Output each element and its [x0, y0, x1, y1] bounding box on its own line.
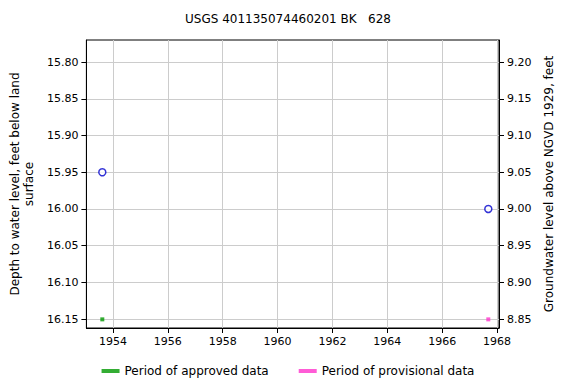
- svg-text:8.85: 8.85: [507, 313, 532, 326]
- svg-text:15.85: 15.85: [47, 92, 79, 105]
- svg-text:surface: surface: [22, 162, 36, 206]
- svg-text:9.20: 9.20: [507, 56, 532, 69]
- svg-text:USGS 401135074460201 BK 628: USGS 401135074460201 BK 628: [185, 12, 391, 26]
- svg-text:1968: 1968: [483, 335, 511, 348]
- svg-text:9.00: 9.00: [507, 202, 532, 215]
- svg-text:Depth to water level, feet bel: Depth to water level, feet below land: [8, 72, 22, 295]
- svg-text:8.90: 8.90: [507, 276, 532, 289]
- svg-text:1964: 1964: [373, 335, 401, 348]
- svg-text:16.00: 16.00: [47, 202, 79, 215]
- svg-text:8.95: 8.95: [507, 239, 532, 252]
- svg-text:9.15: 9.15: [507, 92, 532, 105]
- svg-text:15.80: 15.80: [47, 56, 79, 69]
- svg-text:1958: 1958: [209, 335, 237, 348]
- svg-text:9.10: 9.10: [507, 129, 532, 142]
- svg-text:Period of approved data: Period of approved data: [125, 364, 269, 378]
- svg-text:16.10: 16.10: [47, 276, 79, 289]
- svg-text:16.15: 16.15: [47, 313, 79, 326]
- svg-text:1956: 1956: [154, 335, 182, 348]
- svg-text:1966: 1966: [428, 335, 456, 348]
- svg-text:1962: 1962: [318, 335, 346, 348]
- svg-text:15.95: 15.95: [47, 166, 79, 179]
- svg-text:1954: 1954: [99, 335, 127, 348]
- svg-text:16.05: 16.05: [47, 239, 79, 252]
- svg-text:9.05: 9.05: [507, 166, 532, 179]
- svg-text:Groundwater level above NGVD 1: Groundwater level above NGVD 1929, feet: [542, 55, 556, 312]
- svg-text:15.90: 15.90: [47, 129, 79, 142]
- svg-text:1960: 1960: [264, 335, 292, 348]
- svg-text:Period of provisional data: Period of provisional data: [322, 364, 475, 378]
